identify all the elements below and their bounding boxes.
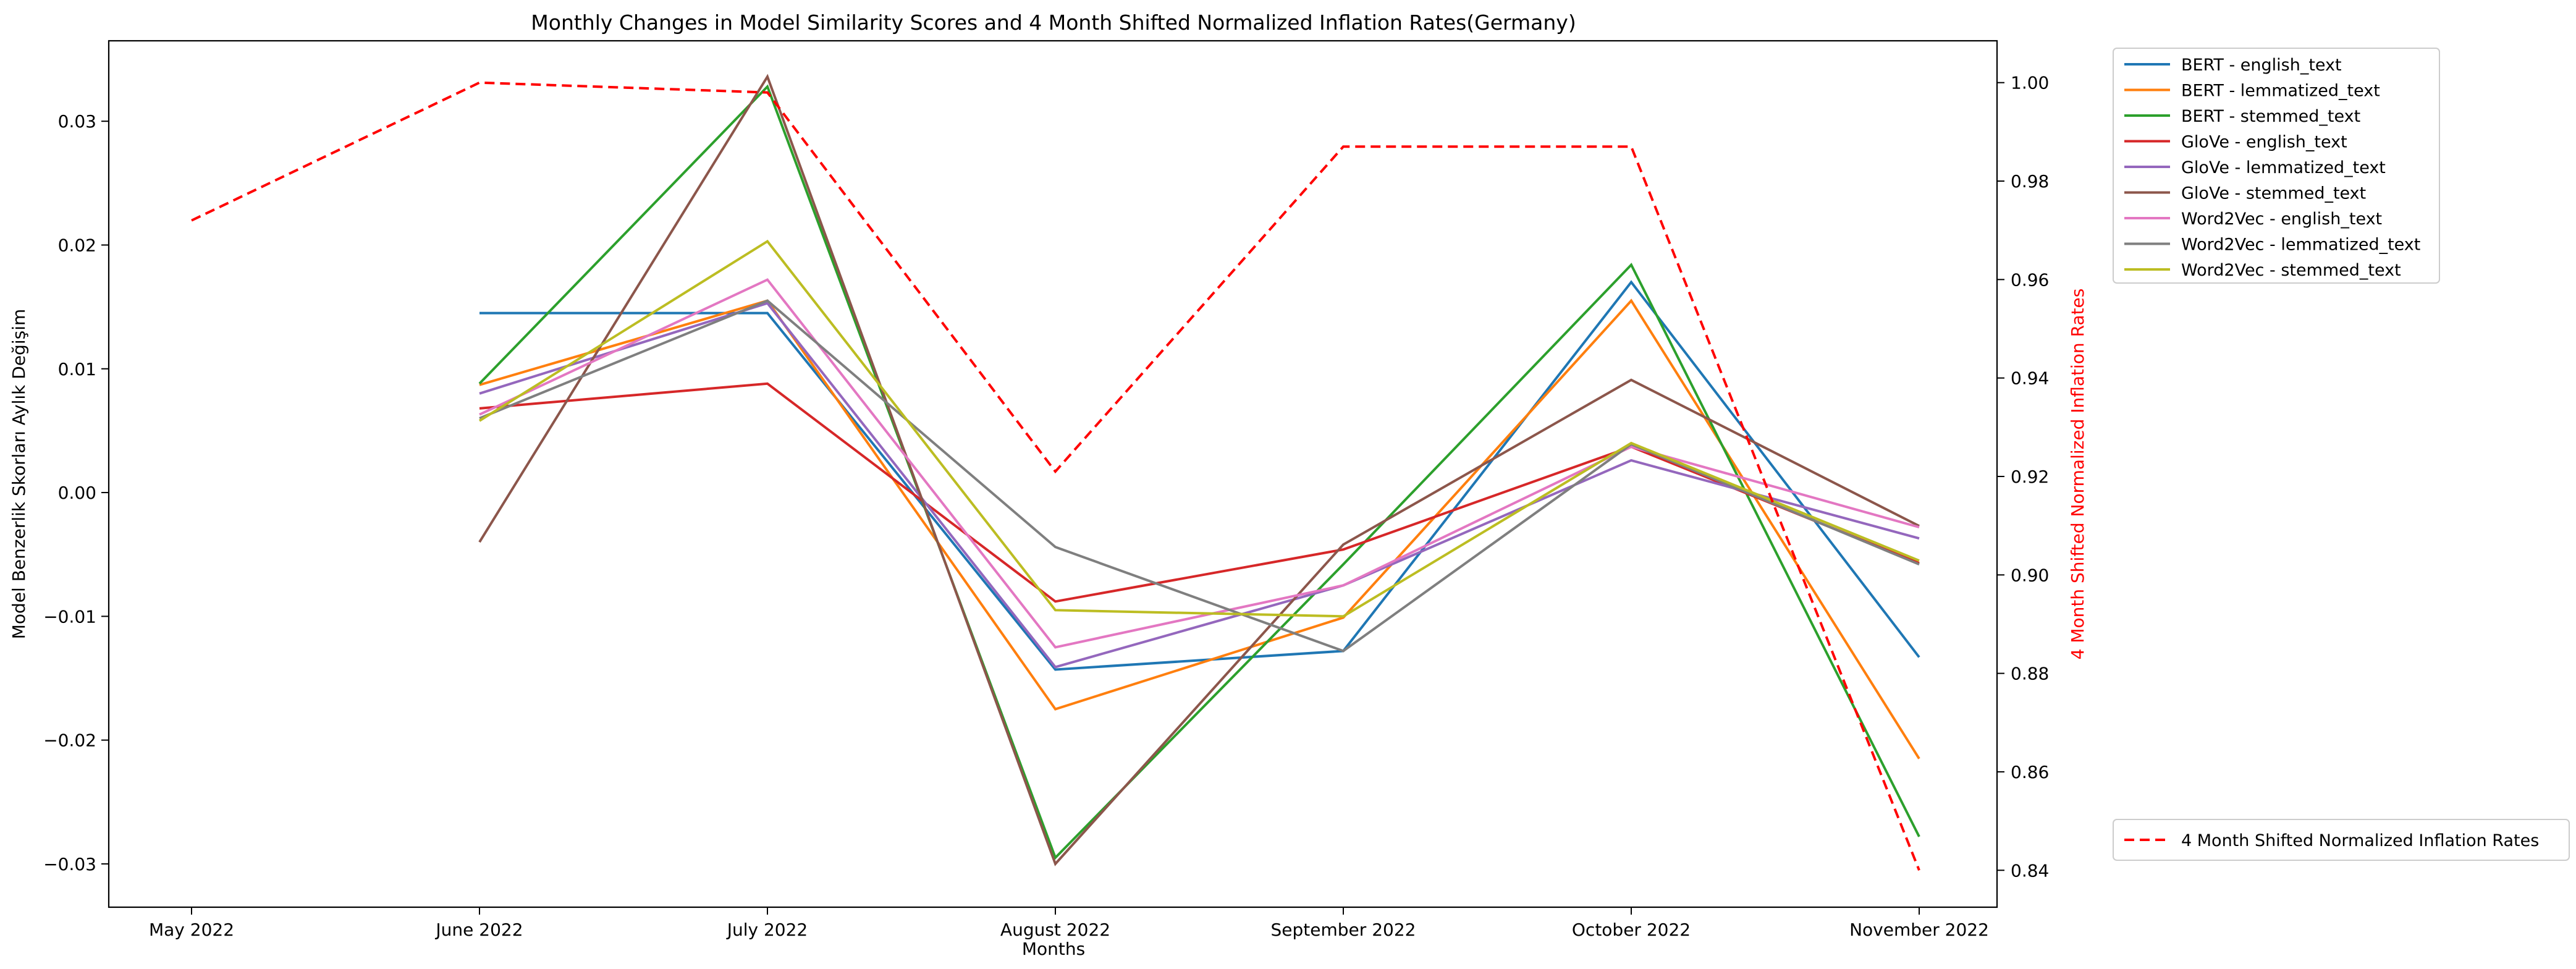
y-tick-label: −0.01 [43,606,96,627]
y-tick-label: 0.00 [58,483,96,503]
x-tick-label: September 2022 [1271,920,1416,940]
series-line [478,84,1920,860]
y2-tick-label: 0.92 [2011,467,2049,487]
series-line [479,280,1920,671]
legend-label: Word2Vec - english_text [2181,209,2382,229]
y2-tick-label: 0.84 [2011,860,2049,881]
legend-label: BERT - stemmed_text [2181,107,2360,126]
series-line [479,382,1920,603]
y-tick-label: −0.02 [43,730,96,751]
y2-tick-label: 0.96 [2011,269,2049,290]
legend-secondary: 4 Month Shifted Normalized Inflation Rat… [2113,819,2570,861]
y2-tick-label: 0.98 [2011,171,2049,192]
chart-title: Monthly Changes in Model Similarity Scor… [531,11,1576,35]
legend-label: GloVe - lemmatized_text [2181,158,2386,177]
inflation-line [191,81,1920,871]
legend-label: BERT - english_text [2181,56,2342,75]
legend-label: GloVe - english_text [2181,133,2347,152]
y-tick-label: 0.03 [58,111,96,132]
y2-tick-label: 0.90 [2011,565,2049,585]
y2-tick-label: 0.86 [2011,762,2049,782]
legend-label: GloVe - stemmed_text [2181,184,2366,203]
x-axis-label: Months [1022,939,1085,959]
x-axis: May 2022 June 2022 July 2022 August 2022 Sep… [149,907,1989,940]
series-line [479,299,1920,653]
legend-label: Word2Vec - stemmed_text [2181,261,2401,280]
y-axis-right: 0.84 0.86 0.88 0.90 0.92 0.94 0.96 0.98 1.00 [1997,73,2049,881]
x-tick-label: August 2022 [1000,920,1110,940]
x-tick-label: June 2022 [434,920,523,940]
series-line [478,74,1920,866]
y-tick-label: −0.03 [43,854,96,874]
x-tick-label: November 2022 [1849,920,1989,940]
legend-label: BERT - lemmatized_text [2181,82,2380,101]
y2-tick-label: 0.88 [2011,664,2049,684]
legend-label: Word2Vec - lemmatized_text [2181,235,2420,255]
series-line [478,239,1920,618]
x-tick-label: July 2022 [726,920,808,940]
lines-layer [191,74,1920,871]
x-tick-label: October 2022 [1572,920,1691,940]
series-line [479,302,1920,669]
y-tick-label: 0.01 [58,359,96,379]
y-tick-label: 0.02 [58,235,96,255]
plot-frame [108,40,1998,908]
y-axis-label: Model Benzerlik Skorları Aylık Değişim [9,309,29,640]
x-tick-label: May 2022 [149,920,234,940]
y-axis-left: −0.03 −0.02 −0.01 0.00 0.01 0.02 0.03 [43,111,109,874]
series-line [479,278,1920,649]
series-line [479,298,1920,760]
legend-label: 4 Month Shifted Normalized Inflation Rat… [2181,831,2539,850]
y2-tick-label: 1.00 [2011,73,2049,93]
y2-axis-label: 4 Month Shifted Normalized Inflation Rat… [2067,289,2088,660]
y2-tick-label: 0.94 [2011,368,2049,389]
legend-main: BERT - english_text BERT - lemmatized_tex… [2113,48,2440,284]
